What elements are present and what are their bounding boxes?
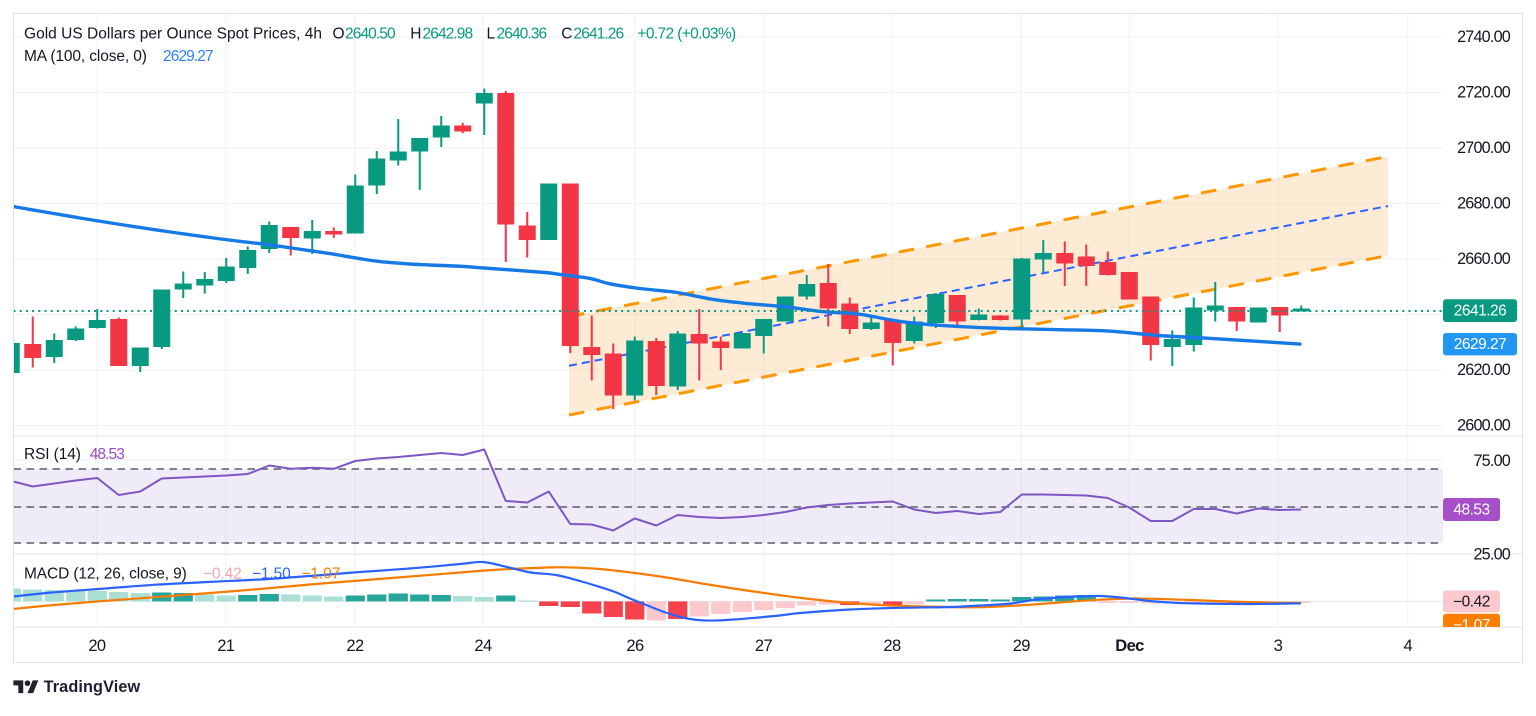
- svg-text:2642.98: 2642.98: [423, 26, 473, 43]
- svg-text:22: 22: [346, 637, 364, 655]
- svg-text:O: O: [333, 26, 345, 43]
- svg-text:MA (100, close, 0): MA (100, close, 0): [24, 48, 147, 65]
- svg-text:C: C: [561, 26, 572, 43]
- svg-text:2680.00: 2680.00: [1457, 195, 1511, 213]
- svg-text:2620.00: 2620.00: [1457, 361, 1511, 379]
- svg-text:Dec: Dec: [1115, 637, 1144, 655]
- svg-text:H: H: [410, 26, 421, 43]
- svg-text:2629.27: 2629.27: [163, 48, 213, 65]
- svg-text:+0.72 (+0.03%): +0.72 (+0.03%): [637, 26, 736, 43]
- svg-text:L: L: [487, 26, 496, 43]
- svg-text:Gold US Dollars per Ounce Spot: Gold US Dollars per Ounce Spot Prices, 4…: [24, 26, 322, 43]
- svg-text:24: 24: [474, 637, 492, 655]
- svg-text:2720.00: 2720.00: [1457, 84, 1511, 102]
- svg-text:26: 26: [626, 637, 644, 655]
- svg-text:2640.36: 2640.36: [497, 26, 547, 43]
- svg-text:75.00: 75.00: [1473, 452, 1510, 470]
- svg-text:2700.00: 2700.00: [1457, 139, 1511, 157]
- svg-text:28: 28: [883, 637, 901, 655]
- svg-text:−0.42: −0.42: [1453, 594, 1490, 611]
- svg-text:21: 21: [217, 637, 235, 655]
- svg-text:2640.50: 2640.50: [345, 26, 396, 43]
- svg-text:2600.00: 2600.00: [1457, 417, 1511, 435]
- svg-text:3: 3: [1274, 637, 1283, 655]
- svg-text:2641.26: 2641.26: [1454, 303, 1507, 320]
- svg-text:48.53: 48.53: [90, 446, 125, 463]
- svg-text:TradingView: TradingView: [44, 678, 141, 696]
- svg-text:2740.00: 2740.00: [1457, 28, 1511, 46]
- svg-text:RSI (14): RSI (14): [24, 446, 81, 463]
- svg-text:29: 29: [1013, 637, 1031, 655]
- svg-text:2641.26: 2641.26: [574, 26, 624, 43]
- svg-text:−1.50: −1.50: [252, 565, 291, 582]
- svg-text:MACD (12, 26, close, 9): MACD (12, 26, close, 9): [24, 565, 187, 582]
- svg-text:20: 20: [88, 637, 106, 655]
- svg-text:2660.00: 2660.00: [1457, 250, 1511, 268]
- svg-text:48.53: 48.53: [1453, 502, 1489, 519]
- svg-text:27: 27: [755, 637, 773, 655]
- svg-text:25.00: 25.00: [1473, 546, 1510, 564]
- svg-text:4: 4: [1404, 637, 1413, 655]
- svg-text:−1.07: −1.07: [302, 565, 341, 582]
- svg-text:−1.07: −1.07: [1453, 617, 1490, 634]
- svg-text:−0.42: −0.42: [203, 565, 242, 582]
- svg-text:2629.27: 2629.27: [1454, 336, 1507, 353]
